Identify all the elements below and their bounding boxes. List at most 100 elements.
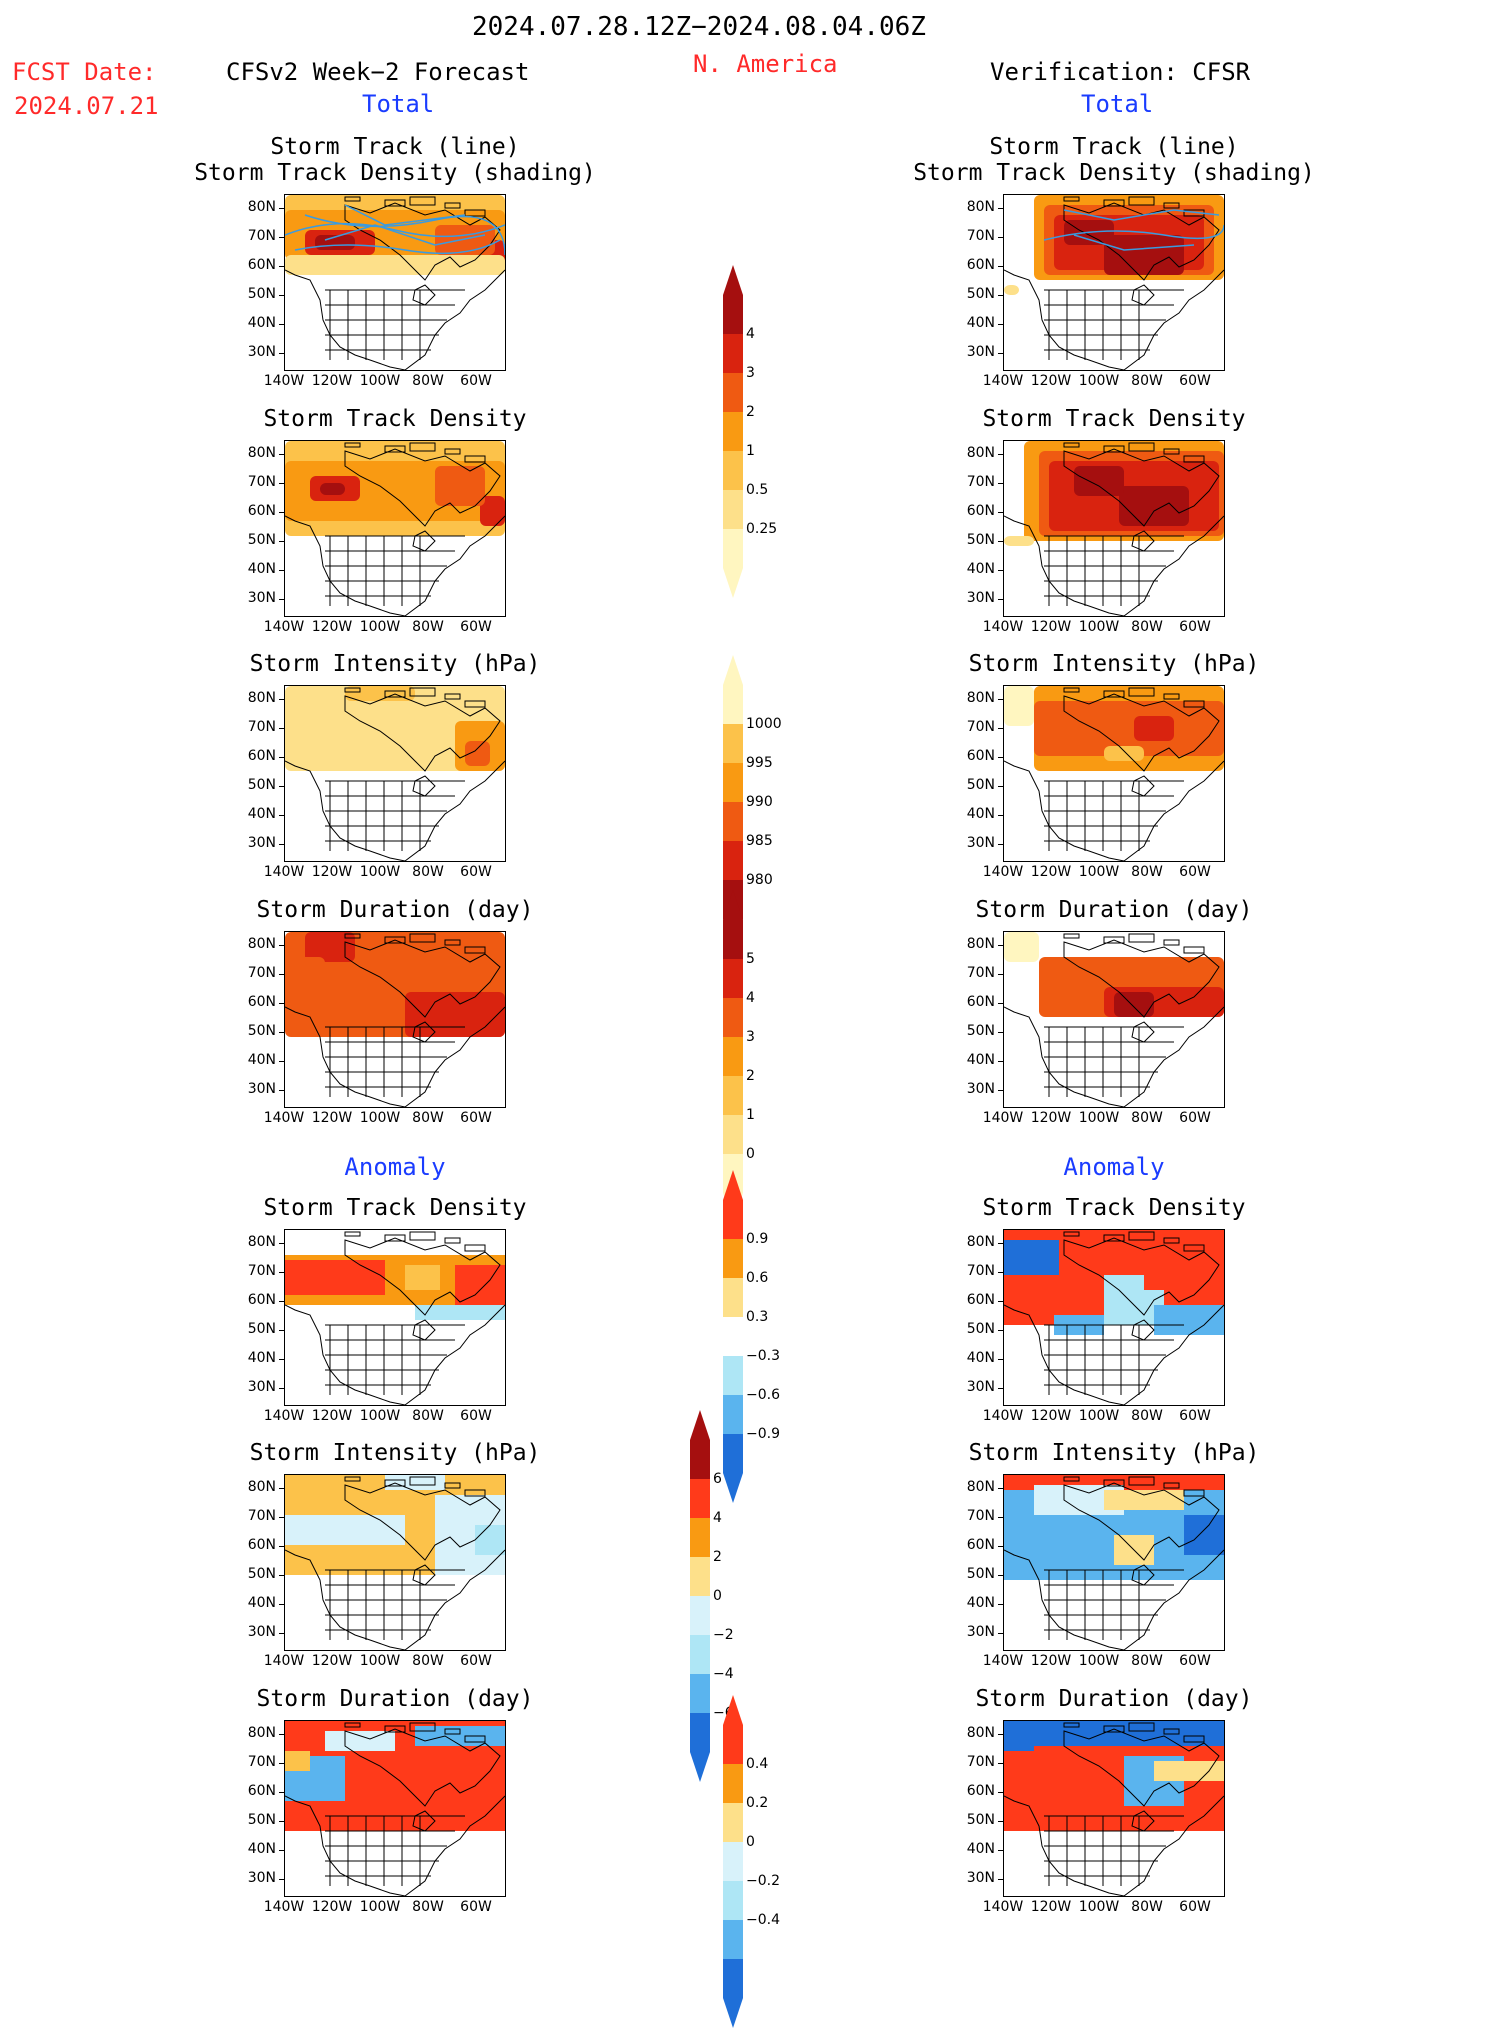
lon-label: 100W bbox=[1078, 1899, 1120, 1915]
colorbar-tick-label: 995 bbox=[746, 755, 773, 771]
map-fcst-density bbox=[284, 440, 506, 617]
lat-label: 50N bbox=[247, 777, 276, 793]
lon-label: 100W bbox=[1078, 619, 1120, 635]
colorbar-tick-label: −0.9 bbox=[746, 1426, 780, 1442]
lon-label: 60W bbox=[1179, 1899, 1211, 1915]
lon-label: 80W bbox=[412, 1110, 444, 1126]
lon-label: 80W bbox=[412, 1899, 444, 1915]
lat-label: 80N bbox=[247, 1234, 276, 1250]
lat-label: 70N bbox=[966, 1508, 995, 1524]
colorbar-tick-label: 5 bbox=[746, 951, 755, 967]
title-anom-density-right: Storm Track Density bbox=[982, 1195, 1246, 1221]
lon-label: 60W bbox=[1179, 1653, 1211, 1669]
colorbar-tick-label: 4 bbox=[746, 990, 755, 1006]
map-obs-duration bbox=[1003, 931, 1225, 1108]
lon-label: 140W bbox=[263, 1653, 305, 1669]
colorbar-tick-label: −0.4 bbox=[746, 1912, 780, 1928]
lat-label: 60N bbox=[966, 994, 995, 1010]
lat-label: 30N bbox=[247, 1081, 276, 1097]
lon-label: 100W bbox=[359, 864, 401, 880]
map-obs-density bbox=[1003, 440, 1225, 617]
lat-label: 50N bbox=[966, 1023, 995, 1039]
map-fcst-intensity bbox=[284, 685, 506, 862]
lat-label: 50N bbox=[966, 1566, 995, 1582]
lat-label: 40N bbox=[966, 1841, 995, 1857]
colorbar-tick-label: 3 bbox=[746, 365, 755, 381]
lat-label: 70N bbox=[966, 1754, 995, 1770]
lon-label: 80W bbox=[1131, 1408, 1163, 1424]
lat-label: 50N bbox=[966, 1321, 995, 1337]
lat-label: 60N bbox=[247, 257, 276, 273]
lon-label: 60W bbox=[1179, 619, 1211, 635]
lat-label: 70N bbox=[966, 719, 995, 735]
lon-label: 140W bbox=[982, 1899, 1024, 1915]
lon-label: 80W bbox=[412, 1408, 444, 1424]
lat-label: 40N bbox=[966, 1052, 995, 1068]
lat-label: 40N bbox=[966, 561, 995, 577]
lon-label: 120W bbox=[311, 373, 353, 389]
colorbar-tick-label: 1 bbox=[746, 443, 755, 459]
colorbar-anom-intensity bbox=[690, 1410, 710, 1782]
lon-label: 60W bbox=[460, 619, 492, 635]
lat-label: 50N bbox=[247, 532, 276, 548]
fcst-date-label: FCST Date: bbox=[12, 58, 157, 86]
lon-label: 80W bbox=[1131, 864, 1163, 880]
lat-label: 70N bbox=[966, 228, 995, 244]
total-label-left: Total bbox=[362, 90, 435, 118]
lat-label: 80N bbox=[966, 445, 995, 461]
colorbar-tick-label: 0.9 bbox=[746, 1231, 769, 1247]
lat-label: 60N bbox=[247, 748, 276, 764]
lon-label: 140W bbox=[263, 1408, 305, 1424]
lon-label: 60W bbox=[460, 1408, 492, 1424]
lat-label: 30N bbox=[966, 1624, 995, 1640]
lon-label: 120W bbox=[311, 619, 353, 635]
forecast-figure: { "header": { "period": "2024.07.28.12Z−… bbox=[12, 12, 1315, 2028]
lat-label: 30N bbox=[966, 835, 995, 851]
lon-label: 60W bbox=[1179, 1408, 1211, 1424]
colorbar-tick-label: 3 bbox=[746, 1029, 755, 1045]
map-fcst-track-density bbox=[284, 194, 506, 371]
lat-label: 70N bbox=[247, 1754, 276, 1770]
lon-label: 100W bbox=[359, 1110, 401, 1126]
lat-label: 60N bbox=[966, 1292, 995, 1308]
lat-label: 30N bbox=[966, 344, 995, 360]
lat-label: 50N bbox=[247, 1812, 276, 1828]
title-intensity-left: Storm Intensity (hPa) bbox=[249, 651, 541, 677]
lat-label: 40N bbox=[966, 1350, 995, 1366]
lon-label: 100W bbox=[1078, 1653, 1120, 1669]
lat-label: 30N bbox=[247, 1624, 276, 1640]
colorbar-total-duration bbox=[723, 890, 743, 1223]
lon-label: 140W bbox=[982, 864, 1024, 880]
lat-label: 60N bbox=[966, 257, 995, 273]
lat-label: 30N bbox=[247, 1379, 276, 1395]
lon-label: 80W bbox=[412, 864, 444, 880]
lat-label: 50N bbox=[966, 777, 995, 793]
colorbar-tick-label: 2 bbox=[713, 1549, 722, 1565]
lat-label: 30N bbox=[247, 590, 276, 606]
lat-label: 60N bbox=[966, 748, 995, 764]
lat-label: 40N bbox=[247, 1052, 276, 1068]
title-anom-density-left: Storm Track Density bbox=[263, 1195, 527, 1221]
lat-label: 40N bbox=[247, 1841, 276, 1857]
lon-label: 120W bbox=[1030, 1653, 1072, 1669]
lat-label: 80N bbox=[966, 936, 995, 952]
lon-label: 140W bbox=[982, 1653, 1024, 1669]
lon-label: 100W bbox=[1078, 373, 1120, 389]
lon-label: 120W bbox=[1030, 1899, 1072, 1915]
lat-label: 30N bbox=[247, 1870, 276, 1886]
lon-label: 140W bbox=[982, 373, 1024, 389]
title-track-shading-right: Storm Track Density (shading) bbox=[913, 160, 1315, 186]
colorbar-tick-label: −4 bbox=[713, 1666, 734, 1682]
colorbar-tick-label: 0.25 bbox=[746, 521, 778, 537]
lat-label: 30N bbox=[966, 590, 995, 606]
lon-label: 60W bbox=[460, 864, 492, 880]
lat-label: 60N bbox=[247, 1537, 276, 1553]
lon-label: 120W bbox=[311, 864, 353, 880]
colorbar-tick-label: 990 bbox=[746, 794, 773, 810]
lat-label: 40N bbox=[247, 561, 276, 577]
lon-label: 140W bbox=[982, 1408, 1024, 1424]
title-anom-intensity-right: Storm Intensity (hPa) bbox=[968, 1440, 1260, 1466]
colorbar-anom-duration bbox=[723, 1695, 743, 2028]
lon-label: 80W bbox=[412, 1653, 444, 1669]
map-obs-track-density bbox=[1003, 194, 1225, 371]
